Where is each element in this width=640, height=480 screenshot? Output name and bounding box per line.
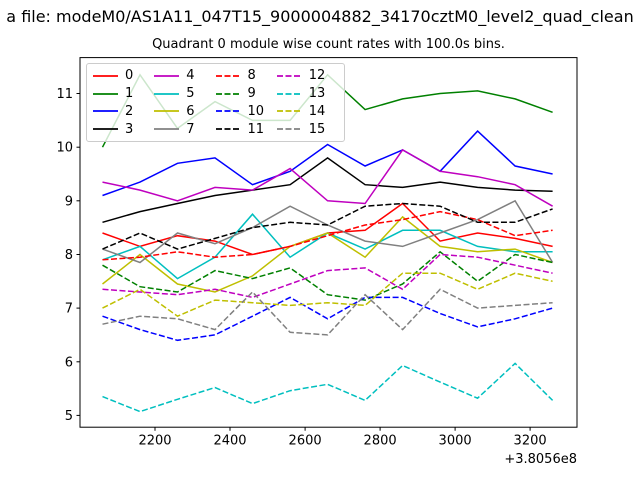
legend-line-sample-3 <box>93 128 118 130</box>
x-tick-label: 3200 <box>514 434 547 449</box>
x-tick-label: 3000 <box>439 434 472 449</box>
legend-entry-7: 7 <box>154 120 215 138</box>
legend-line-sample-4 <box>154 75 180 77</box>
legend-line-sample-9 <box>215 92 241 95</box>
legend-line-sample-8 <box>215 75 241 77</box>
series-line-10 <box>102 296 553 342</box>
legend-label-15: 15 <box>308 121 326 137</box>
legend-entry-6: 6 <box>154 103 215 121</box>
legend-label-4: 4 <box>186 68 195 84</box>
legend-entry-2: 2 <box>93 103 154 121</box>
axes-title: Quadrant 0 module wise count rates with … <box>152 37 505 52</box>
legend-line-sample-12 <box>276 75 302 77</box>
legend-entry-14: 14 <box>276 103 338 121</box>
series-line-14 <box>102 272 553 318</box>
legend-line-sample-7 <box>154 128 180 130</box>
x-tick-label: 2200 <box>138 434 171 449</box>
legend-label-9: 9 <box>247 86 256 102</box>
series-line-3 <box>102 156 553 224</box>
series-line-12 <box>102 253 553 299</box>
legend-box: 0 1 2 3 4 5 6 7 8 9 10 11 12 13 14 15 <box>86 63 345 142</box>
legend-entry-0: 0 <box>93 67 154 85</box>
x-tick-label: 2600 <box>289 434 322 449</box>
legend-entry-1: 1 <box>93 85 154 103</box>
series-line-9 <box>102 250 553 301</box>
legend-label-10: 10 <box>247 103 265 119</box>
legend-label-1: 1 <box>125 86 134 102</box>
legend-label-5: 5 <box>186 86 195 102</box>
x-tick-label: 2800 <box>364 434 397 449</box>
y-tick-label: 9 <box>65 194 73 209</box>
legend-line-sample-1 <box>93 92 118 95</box>
legend-entry-15: 15 <box>276 120 338 138</box>
x-tick-label: 2400 <box>213 434 246 449</box>
legend-line-sample-2 <box>93 110 118 113</box>
legend-label-2: 2 <box>125 103 134 119</box>
series-line-8 <box>102 210 553 261</box>
legend-label-13: 13 <box>308 86 326 102</box>
series-line-4 <box>102 148 553 207</box>
legend-label-3: 3 <box>125 121 134 137</box>
legend-entry-11: 11 <box>215 120 277 138</box>
series-line-15 <box>102 288 553 336</box>
legend-line-sample-6 <box>154 110 180 113</box>
legend-entry-4: 4 <box>154 67 215 85</box>
y-tick-label: 7 <box>65 302 73 317</box>
legend-label-12: 12 <box>308 68 326 84</box>
legend-line-sample-15 <box>276 128 302 130</box>
legend-label-7: 7 <box>186 121 195 137</box>
y-tick-label: 5 <box>65 409 73 424</box>
legend-entry-9: 9 <box>215 85 277 103</box>
legend-entry-5: 5 <box>154 85 215 103</box>
x-offset-label: +3.8056e8 <box>504 452 577 467</box>
legend-label-14: 14 <box>308 103 326 119</box>
legend-entry-12: 12 <box>276 67 338 85</box>
y-tick-label: 11 <box>56 87 73 102</box>
legend-entry-13: 13 <box>276 85 338 103</box>
legend-label-0: 0 <box>125 68 134 84</box>
legend-line-sample-5 <box>154 92 180 95</box>
series-line-13 <box>102 362 554 413</box>
series-line-6 <box>102 215 553 293</box>
series-line-11 <box>102 202 553 250</box>
legend-line-sample-13 <box>276 92 302 95</box>
y-tick-label: 6 <box>65 355 73 370</box>
legend-entry-3: 3 <box>93 120 154 138</box>
legend-entry-8: 8 <box>215 67 277 85</box>
legend-line-sample-14 <box>276 110 302 113</box>
legend-label-11: 11 <box>247 121 265 137</box>
legend-line-sample-0 <box>93 75 118 77</box>
y-tick-label: 8 <box>65 248 73 263</box>
series-line-2 <box>102 130 553 197</box>
axes-spines <box>79 57 578 428</box>
legend-line-sample-10 <box>215 110 241 113</box>
legend-entry-10: 10 <box>215 103 277 121</box>
figure-suptitle: a file: modeM0/AS1A11_047T15_9000004882_… <box>6 7 634 26</box>
legend-label-6: 6 <box>186 103 195 119</box>
legend-line-sample-11 <box>215 128 241 130</box>
y-tick-label: 10 <box>56 141 73 156</box>
series-line-7 <box>102 199 554 264</box>
legend-label-8: 8 <box>247 68 256 84</box>
